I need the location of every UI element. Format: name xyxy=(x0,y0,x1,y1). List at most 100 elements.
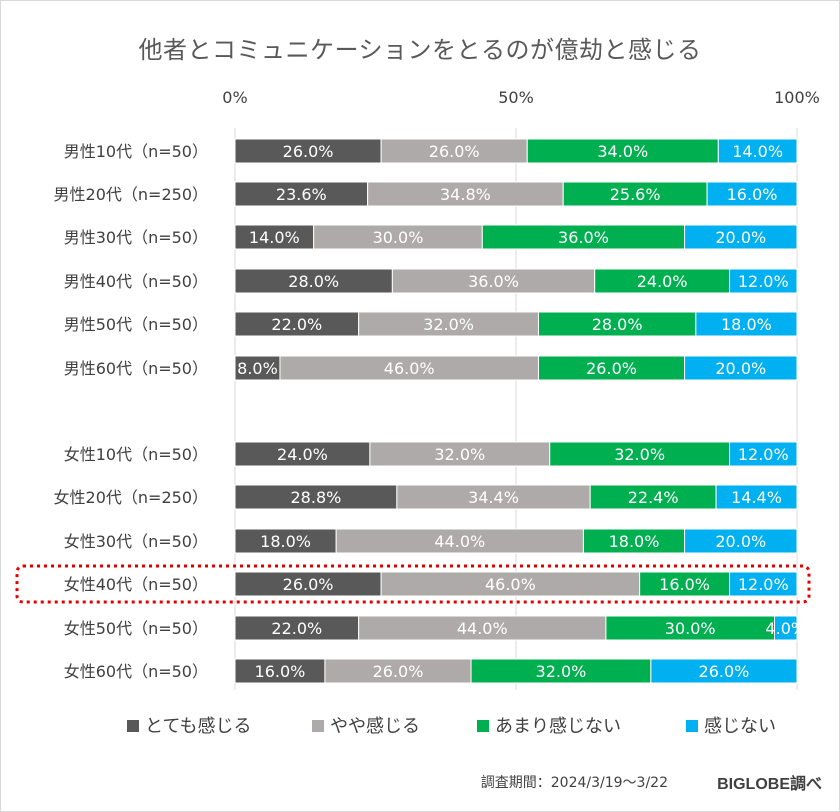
bar-segment xyxy=(605,615,776,641)
data-label: 26.0% xyxy=(373,662,424,681)
data-label: 28.0% xyxy=(592,315,643,334)
bar-segment xyxy=(234,441,371,467)
legend-swatch xyxy=(312,720,324,732)
bar-segment xyxy=(594,268,731,294)
bar-segment xyxy=(234,484,398,510)
category-label: 男性20代（n=250） xyxy=(54,185,208,204)
data-label: 30.0% xyxy=(665,619,716,638)
data-label: 20.0% xyxy=(715,532,766,551)
data-label: 34.0% xyxy=(597,142,648,161)
bar-segment xyxy=(234,181,369,207)
bar-segment xyxy=(684,224,798,250)
data-label: 20.0% xyxy=(715,359,766,378)
bar-segment xyxy=(380,571,641,597)
data-label: 44.0% xyxy=(457,619,508,638)
data-label: 22.0% xyxy=(271,619,322,638)
data-label: 24.0% xyxy=(637,272,688,291)
bar-segment xyxy=(358,615,607,641)
brand-credit: BIGLOBE調べ xyxy=(717,776,822,793)
bar-segment xyxy=(684,528,798,554)
data-label: 16.0% xyxy=(659,575,710,594)
legend-swatch xyxy=(686,720,698,732)
legend-label: やや感じる xyxy=(330,716,420,737)
bar-segment xyxy=(234,355,281,381)
highlight-box xyxy=(15,564,811,604)
bar-segment xyxy=(358,311,539,337)
category-label: 女性20代（n=250） xyxy=(54,488,208,507)
category-label: 女性30代（n=50） xyxy=(64,532,208,551)
bar-segment xyxy=(729,441,798,467)
data-label: 22.4% xyxy=(628,488,679,507)
bar-segment xyxy=(481,224,686,250)
x-tick-label: 100% xyxy=(774,88,820,107)
data-label: 32.0% xyxy=(423,315,474,334)
data-label: 4.0% xyxy=(765,619,806,638)
bar-segment xyxy=(729,571,798,597)
data-label: 28.0% xyxy=(288,272,339,291)
bar-segment xyxy=(391,268,596,294)
data-label: 18.0% xyxy=(609,532,660,551)
bar-segment xyxy=(695,311,798,337)
data-label: 26.0% xyxy=(283,142,334,161)
category-label: 女性50代（n=50） xyxy=(64,619,208,638)
data-label: 20.0% xyxy=(715,228,766,247)
bar-segment xyxy=(234,658,326,684)
bar-segment xyxy=(729,268,798,294)
data-label: 22.0% xyxy=(271,315,322,334)
data-label: 26.0% xyxy=(429,142,480,161)
category-label: 男性30代（n=50） xyxy=(64,228,208,247)
chart-title: 他者とコミュニケーションをとるのが億劫と感じる xyxy=(138,36,702,64)
bar-segment xyxy=(526,138,719,164)
category-label: 女性40代（n=50） xyxy=(64,575,208,594)
data-label: 32.0% xyxy=(536,662,587,681)
x-tick-label: 50% xyxy=(498,88,534,107)
data-label: 14.0% xyxy=(732,142,783,161)
data-label: 28.8% xyxy=(291,488,342,507)
data-label: 34.4% xyxy=(468,488,519,507)
category-label: 男性60代（n=50） xyxy=(64,359,208,378)
bar-segment xyxy=(234,138,382,164)
data-label: 14.4% xyxy=(731,488,782,507)
data-label: 44.0% xyxy=(434,532,485,551)
data-label: 8.0% xyxy=(237,359,278,378)
data-label: 46.0% xyxy=(384,359,435,378)
data-label: 30.0% xyxy=(373,228,424,247)
legend-label: 感じない xyxy=(704,716,776,737)
category-label: 男性10代（n=50） xyxy=(64,142,208,161)
data-label: 16.0% xyxy=(727,185,778,204)
legend-swatch xyxy=(477,720,489,732)
bar-segment xyxy=(396,484,591,510)
bar-segment xyxy=(234,571,382,597)
data-label: 26.0% xyxy=(699,662,750,681)
data-label: 26.0% xyxy=(586,359,637,378)
legend-swatch xyxy=(127,720,139,732)
bar-segment xyxy=(279,355,539,381)
bar-segment xyxy=(234,224,315,250)
data-label: 12.0% xyxy=(738,445,789,464)
data-label: 25.6% xyxy=(610,185,661,204)
bar-segment xyxy=(717,138,798,164)
category-label: 女性60代（n=50） xyxy=(64,662,208,681)
bar-segment xyxy=(706,181,798,207)
bar-segment xyxy=(774,615,798,641)
bar-segment xyxy=(234,268,393,294)
bar-segment xyxy=(650,658,798,684)
data-label: 32.0% xyxy=(614,445,665,464)
legend-label: あまり感じない xyxy=(495,716,621,737)
survey-period-note: 調査期間：2024/3/19～3/22 xyxy=(480,775,668,791)
data-label: 36.0% xyxy=(468,272,519,291)
bar-segment xyxy=(380,138,528,164)
data-label: 23.6% xyxy=(276,185,327,204)
category-label: 男性40代（n=50） xyxy=(64,272,208,291)
data-label: 46.0% xyxy=(485,575,536,594)
legend-label: とても感じる xyxy=(145,716,252,737)
data-label: 32.0% xyxy=(434,445,485,464)
data-label: 24.0% xyxy=(277,445,328,464)
x-tick-label: 0% xyxy=(222,88,247,107)
data-label: 14.0% xyxy=(249,228,300,247)
bar-segment xyxy=(684,355,798,381)
bar-segment xyxy=(562,181,708,207)
bar-segment xyxy=(335,528,584,554)
bar-segment xyxy=(234,311,360,337)
